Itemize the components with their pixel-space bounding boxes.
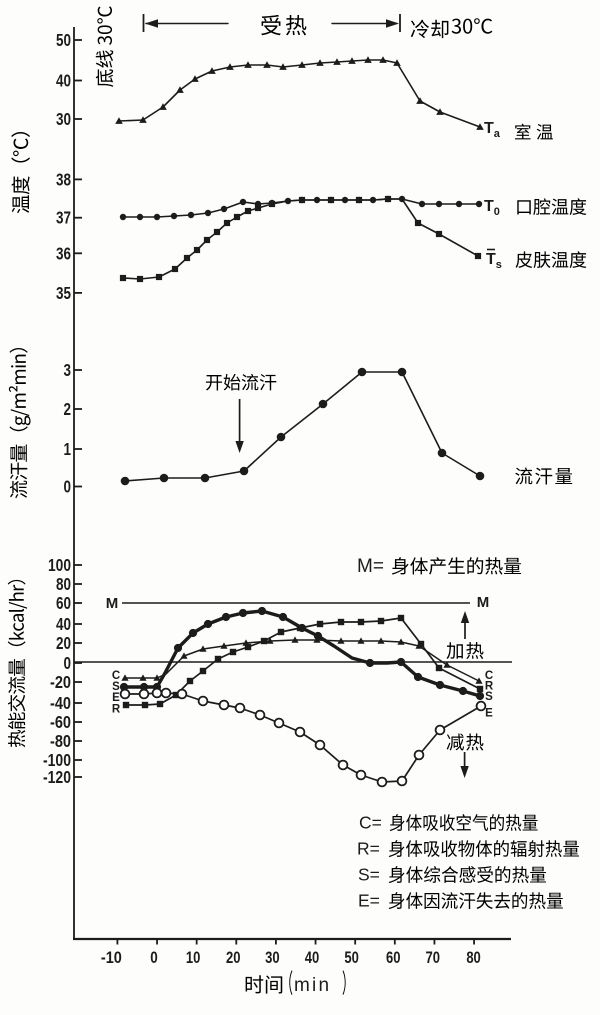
svg-text:R: R [485,681,494,693]
svg-text:0: 0 [150,948,158,967]
svg-text:50: 50 [56,30,71,50]
svg-text:20: 20 [226,948,241,967]
svg-text:-20: -20 [50,672,71,692]
svg-text:-100: -100 [43,750,71,770]
svg-text:E: E [112,692,120,704]
svg-text:30: 30 [265,948,280,967]
svg-text:36: 36 [56,243,71,263]
svg-text:S=: S= [358,865,380,885]
svg-text:-120: -120 [43,767,71,787]
svg-text:C: C [112,670,120,682]
svg-text:40: 40 [56,614,71,634]
svg-text:-60: -60 [50,712,71,732]
svg-text:70: 70 [425,948,440,967]
svg-text:-40: -40 [50,693,71,713]
svg-text:R=: R= [357,839,380,859]
svg-text:E=: E= [358,891,380,911]
svg-text:M=: M= [357,556,384,577]
svg-text:30: 30 [56,109,71,129]
svg-text:35: 35 [56,283,71,303]
svg-text:40: 40 [305,948,320,967]
svg-text:-80: -80 [50,731,71,751]
svg-text:40: 40 [56,71,71,91]
svg-text:10: 10 [186,948,201,967]
svg-text:60: 60 [56,593,71,613]
svg-text:80: 80 [466,948,481,967]
svg-text:0: 0 [64,477,72,497]
svg-text:S: S [485,691,493,703]
svg-text:0: 0 [64,653,72,673]
svg-text:C=: C= [359,813,382,833]
svg-text:80: 80 [56,574,71,594]
svg-text:38: 38 [56,169,71,189]
svg-text:C: C [485,670,493,682]
svg-text:E: E [485,708,493,720]
svg-text:1: 1 [64,439,72,459]
svg-text:3: 3 [64,360,72,380]
svg-text:37: 37 [56,208,71,228]
svg-text:min: min [294,975,331,996]
svg-text:-10: -10 [101,948,122,967]
svg-text:M: M [106,595,119,612]
svg-text:S: S [112,681,120,693]
svg-text:20: 20 [56,633,71,653]
svg-text:M: M [477,594,490,611]
svg-text:60: 60 [386,948,401,967]
svg-text:100: 100 [48,555,71,575]
svg-text:50: 50 [344,948,359,967]
svg-text:2: 2 [64,399,72,419]
svg-text:R: R [112,704,121,716]
